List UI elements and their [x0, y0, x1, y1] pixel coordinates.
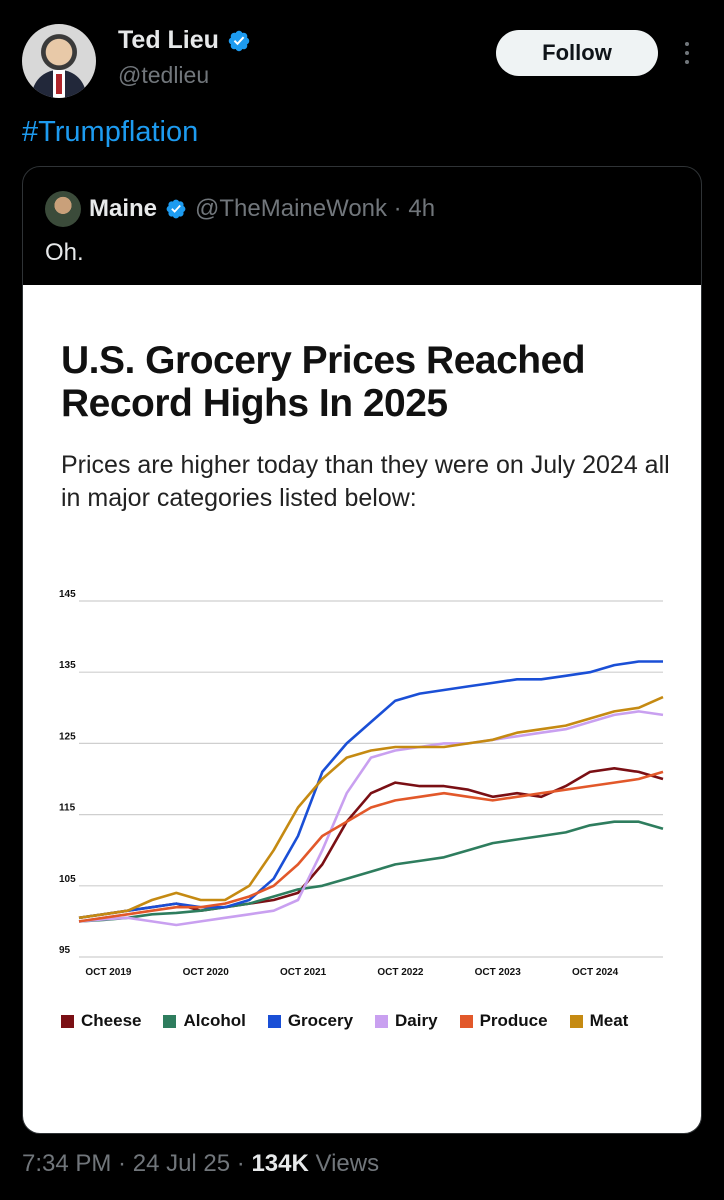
legend-item-alcohol: Alcohol [163, 1011, 246, 1031]
chart-title: U.S. Grocery Prices Reached Record Highs… [61, 339, 586, 425]
y-tick-label: 125 [59, 731, 76, 742]
line-chart: 95 105 115 125 135 145 OCT 2019 OCT 2020 OCT 202… [59, 589, 664, 978]
y-tick-label: 145 [59, 589, 76, 600]
legend-swatch [569, 1014, 583, 1028]
legend-label: Meat [589, 1011, 629, 1030]
x-tick-label: OCT 2024 [572, 967, 619, 978]
legend-label: Cheese [81, 1011, 142, 1030]
post-date: 24 Jul 25 [132, 1150, 231, 1177]
legend-item-grocery: Grocery [267, 1011, 354, 1031]
x-tick-label: OCT 2023 [475, 967, 522, 978]
quoted-post-header: Maine @TheMaineWonk · 4h [45, 191, 435, 227]
legend-swatch [267, 1014, 281, 1028]
chart-legend: Cheese Alcohol Grocery Dairy Produce Meat [61, 1011, 628, 1031]
quoted-post-text: Oh. [45, 239, 84, 266]
post-header: Ted Lieu @tedlieu Follow [22, 22, 702, 98]
legend-swatch [459, 1014, 473, 1028]
post-time: 7:34 PM [22, 1150, 112, 1177]
legend-swatch [375, 1014, 389, 1028]
legend-swatch [163, 1014, 177, 1028]
series-line-produce [78, 770, 664, 923]
x-tick-label: OCT 2022 [377, 967, 424, 978]
series-line-meat [78, 695, 664, 920]
legend-item-produce: Produce [459, 1011, 548, 1031]
legend-label: Dairy [395, 1011, 438, 1030]
quoted-author-name: Maine [89, 195, 158, 222]
y-tick-label: 95 [59, 945, 71, 956]
legend-label: Grocery [287, 1011, 354, 1030]
author-handle[interactable]: @tedlieu [118, 62, 210, 88]
legend-label: Alcohol [183, 1011, 246, 1030]
y-tick-label: 135 [59, 660, 76, 671]
follow-button[interactable]: Follow [496, 30, 658, 76]
author-display-name[interactable]: Ted Lieu [118, 26, 219, 54]
post-timestamp[interactable]: 7:34 PM · 24 Jul 25 · 134K Views [22, 1150, 380, 1177]
chart-subtitle: Prices are higher today than they were o… [61, 451, 670, 512]
author-avatar[interactable] [22, 24, 96, 98]
quoted-post[interactable]: Maine @TheMaineWonk · 4h Oh. U.S. Grocer… [22, 166, 702, 1134]
views-count: 134K [251, 1150, 309, 1177]
y-tick-label: 115 [59, 803, 76, 814]
verified-badge-icon [166, 199, 186, 219]
more-vertical-icon[interactable] [676, 36, 698, 70]
quoted-author-avatar [45, 191, 81, 227]
series-line-grocery [78, 660, 663, 920]
y-tick-label: 105 [59, 874, 76, 885]
series-line-alcohol [78, 820, 664, 923]
legend-label: Produce [479, 1011, 548, 1030]
verified-badge-icon [228, 30, 250, 51]
x-tick-label: OCT 2019 [85, 967, 132, 978]
x-tick-label: OCT 2021 [280, 967, 327, 978]
legend-item-meat: Meat [569, 1011, 629, 1031]
x-tick-label: OCT 2020 [183, 967, 230, 978]
quoted-handle-time: @TheMaineWonk · 4h [195, 195, 436, 222]
chart-image[interactable]: U.S. Grocery Prices Reached Record Highs… [23, 285, 701, 1133]
post-text[interactable]: #Trumpflation [22, 116, 199, 148]
series-line-dairy [78, 710, 664, 927]
legend-item-cheese: Cheese [61, 1011, 141, 1031]
legend-swatch [61, 1014, 74, 1028]
legend-item-dairy: Dairy [375, 1011, 438, 1031]
views-label: Views [315, 1150, 380, 1177]
author-name-row[interactable]: Ted Lieu [118, 26, 251, 55]
